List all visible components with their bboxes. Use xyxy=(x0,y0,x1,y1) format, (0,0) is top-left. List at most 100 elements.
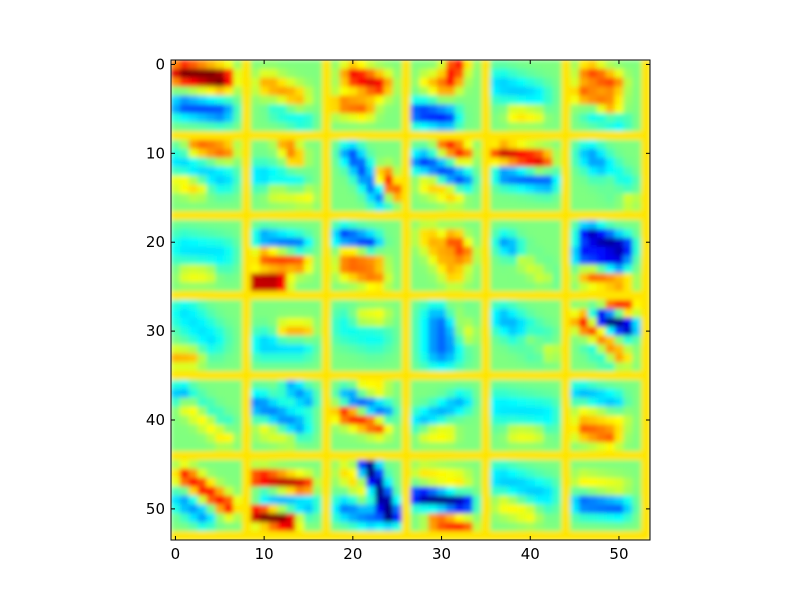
heatmap-cell xyxy=(632,468,642,479)
heatmap-cell xyxy=(233,317,243,328)
heatmap-cell xyxy=(357,362,367,372)
heatmap-cell xyxy=(339,86,349,96)
heatmap-cell xyxy=(321,380,332,390)
heatmap-cell xyxy=(454,184,465,194)
heatmap-cell xyxy=(623,531,633,540)
heatmap-cell xyxy=(534,148,544,159)
heatmap-cell xyxy=(392,202,403,212)
heatmap-cell xyxy=(552,415,562,425)
heatmap-cell xyxy=(419,202,429,212)
heatmap-cell xyxy=(215,522,225,532)
heatmap-cell xyxy=(490,433,500,443)
heatmap-cell xyxy=(392,300,403,310)
heatmap-cell xyxy=(543,380,553,390)
heatmap-cell xyxy=(348,264,358,274)
heatmap-cell xyxy=(357,335,367,345)
heatmap-cell xyxy=(561,264,571,274)
heatmap-cell xyxy=(250,486,261,496)
heatmap-cell xyxy=(250,335,261,345)
heatmap-cell xyxy=(375,371,385,381)
heatmap-cell xyxy=(419,157,429,168)
heatmap-cell xyxy=(171,380,181,390)
heatmap-cell xyxy=(233,140,243,150)
heatmap-cell xyxy=(312,175,323,185)
heatmap-cell xyxy=(206,113,216,123)
heatmap-cell xyxy=(259,477,269,488)
heatmap-cell xyxy=(570,148,580,159)
heatmap-cell xyxy=(312,300,323,310)
heatmap-cell xyxy=(543,362,553,372)
heatmap-cell xyxy=(215,504,225,514)
heatmap-cell xyxy=(463,531,473,540)
heatmap-cell xyxy=(463,220,473,230)
heatmap-cell xyxy=(241,371,252,381)
heatmap-cell xyxy=(570,468,580,479)
heatmap-cell xyxy=(534,157,544,168)
heatmap-cell xyxy=(357,486,367,496)
heatmap-cell xyxy=(472,264,482,274)
heatmap-cell xyxy=(499,273,509,283)
heatmap-cell xyxy=(348,504,358,514)
heatmap-cell xyxy=(206,140,216,150)
heatmap-cell xyxy=(570,317,580,328)
heatmap-cell xyxy=(375,486,385,496)
heatmap-cell xyxy=(587,380,598,390)
heatmap-cell xyxy=(543,95,553,105)
heatmap-cell xyxy=(259,424,269,434)
heatmap-cell xyxy=(197,504,207,514)
heatmap-cell xyxy=(179,282,190,292)
heatmap-cell xyxy=(623,326,633,336)
heatmap-cell xyxy=(206,255,216,265)
heatmap-cell xyxy=(188,175,199,185)
heatmap-cell xyxy=(525,371,536,381)
heatmap-cell xyxy=(570,104,580,114)
heatmap-cell xyxy=(224,148,234,159)
heatmap-cell xyxy=(401,486,411,496)
heatmap-cell xyxy=(570,95,580,105)
heatmap-cell xyxy=(357,468,367,479)
heatmap-cell xyxy=(339,264,349,274)
heatmap-cell xyxy=(579,344,589,354)
heatmap-cell xyxy=(233,166,243,176)
heatmap-cell xyxy=(445,406,456,416)
heatmap-cell xyxy=(454,522,465,532)
heatmap-cell xyxy=(516,308,527,319)
heatmap-cell xyxy=(454,442,465,452)
heatmap-cell xyxy=(623,60,633,70)
heatmap-cell xyxy=(259,273,269,283)
heatmap-cell xyxy=(472,460,482,470)
heatmap-cell xyxy=(428,291,438,301)
heatmap-cell xyxy=(366,468,376,479)
heatmap-cell xyxy=(339,246,349,256)
heatmap-cell xyxy=(587,220,598,230)
heatmap-cell xyxy=(366,122,376,132)
heatmap-cell xyxy=(499,237,509,248)
heatmap-cell xyxy=(490,460,500,470)
heatmap-cell xyxy=(445,424,456,434)
heatmap-cell xyxy=(215,237,225,248)
heatmap-cell xyxy=(623,237,633,248)
heatmap-cell xyxy=(587,486,598,496)
heatmap-cell xyxy=(579,122,589,132)
heatmap-cell xyxy=(304,86,314,96)
heatmap-cell xyxy=(543,468,553,479)
heatmap-cell xyxy=(534,388,544,399)
heatmap-cell xyxy=(366,531,376,540)
heatmap-cell xyxy=(241,353,252,363)
heatmap-cell xyxy=(286,513,296,523)
heatmap-cell xyxy=(241,184,252,194)
heatmap-cell xyxy=(641,522,650,532)
heatmap-cell xyxy=(339,148,349,159)
heatmap-cell xyxy=(197,282,207,292)
heatmap-cell xyxy=(401,157,411,168)
heatmap-cell xyxy=(295,397,305,408)
heatmap-cell xyxy=(445,442,456,452)
heatmap-cell xyxy=(259,264,269,274)
heatmap-cell xyxy=(250,397,261,408)
heatmap-cell xyxy=(321,264,332,274)
heatmap-cell xyxy=(259,95,269,105)
heatmap-cell xyxy=(215,166,225,176)
heatmap-cell xyxy=(375,460,385,470)
heatmap-cell xyxy=(304,273,314,283)
heatmap-cell xyxy=(339,380,349,390)
